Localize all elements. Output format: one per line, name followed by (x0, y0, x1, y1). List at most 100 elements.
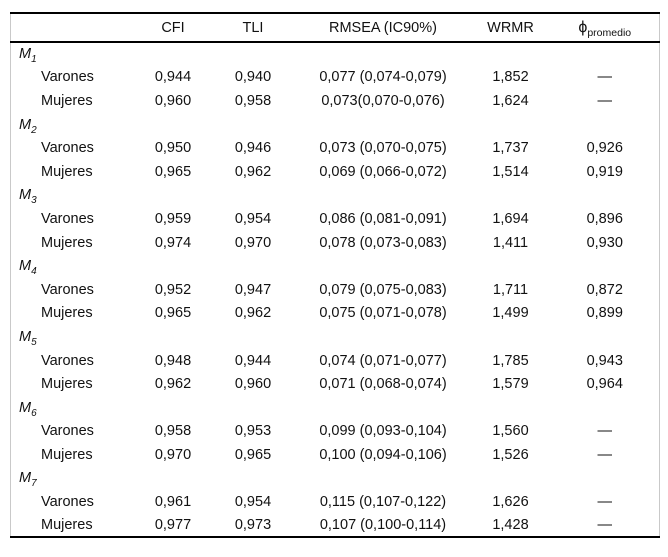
phi-value: 0,964 (586, 376, 623, 393)
data-row: Varones 0,952 0,947 0,079 (0,075-0,083) … (11, 278, 660, 302)
model-label: M7 (19, 470, 37, 490)
header-rmsea: RMSEA (IC90%) (295, 13, 471, 43)
data-row: Mujeres 0,974 0,970 0,078 (0,073-0,083) … (11, 231, 660, 255)
header-wrmr: WRMR (470, 13, 551, 43)
rmsea-value: 0,073 (0,070-0,075) (319, 140, 447, 157)
wrmr-value: 1,624 (492, 92, 529, 109)
row-label: Mujeres (41, 163, 93, 180)
rmsea-value: 0,073(0,070-0,076) (321, 92, 445, 109)
tli-value: 0,958 (234, 92, 272, 109)
row-label: Mujeres (41, 234, 93, 251)
phi-value: — (597, 423, 613, 440)
data-row: Mujeres 0,977 0,973 0,107 (0,100-0,114) … (11, 514, 660, 538)
phi-value: 0,919 (586, 163, 623, 180)
wrmr-value: 1,737 (492, 140, 529, 157)
cfi-value: 0,960 (154, 92, 192, 109)
model-label: M4 (19, 258, 37, 278)
fit-indices-table: CFI TLI RMSEA (IC90%) WRMR ϕpromedio M1 … (10, 12, 660, 539)
tli-value: 0,954 (234, 210, 272, 227)
row-label: Varones (41, 494, 94, 511)
wrmr-value: 1,852 (492, 69, 529, 86)
row-label: Varones (41, 281, 94, 298)
tli-value: 0,944 (234, 352, 272, 369)
wrmr-value: 1,785 (492, 352, 529, 369)
rmsea-value: 0,069 (0,066-0,072) (319, 163, 447, 180)
tli-value: 0,965 (234, 446, 272, 463)
header-label (10, 13, 136, 43)
row-label: Mujeres (41, 305, 93, 322)
wrmr-value: 1,560 (492, 423, 529, 440)
cfi-value: 0,965 (154, 163, 192, 180)
model-row: M5 (11, 325, 660, 349)
header-cfi: CFI (135, 13, 211, 43)
phi-value: 0,896 (586, 210, 623, 227)
tli-value: 0,960 (234, 376, 272, 393)
model-label: M2 (19, 116, 37, 136)
phi-value: 0,899 (586, 305, 623, 322)
cfi-value: 0,958 (154, 423, 192, 440)
data-row: Varones 0,944 0,940 0,077 (0,074-0,079) … (11, 66, 660, 90)
row-label: Mujeres (41, 92, 93, 109)
model-row: M2 (11, 113, 660, 137)
cfi-value: 0,961 (154, 494, 192, 511)
wrmr-value: 1,428 (492, 517, 529, 534)
cfi-value: 0,944 (154, 69, 192, 86)
phi-subscript: promedio (587, 26, 632, 39)
rmsea-value: 0,075 (0,071-0,078) (319, 305, 447, 322)
model-row: M6 (11, 396, 660, 420)
phi-value: — (597, 69, 613, 86)
model-label: M5 (19, 328, 37, 348)
tli-value: 0,970 (234, 234, 272, 251)
wrmr-value: 1,411 (492, 234, 529, 251)
model-label: M6 (19, 399, 37, 419)
row-label: Mujeres (41, 376, 93, 393)
data-row: Varones 0,948 0,944 0,074 (0,071-0,077) … (11, 349, 660, 373)
phi-value: 0,872 (586, 281, 623, 298)
wrmr-value: 1,499 (492, 305, 529, 322)
row-label: Varones (41, 210, 94, 227)
tli-value: 0,947 (234, 281, 272, 298)
tli-value: 0,962 (234, 305, 272, 322)
wrmr-value: 1,626 (492, 494, 529, 511)
phi-value: 0,926 (586, 140, 623, 157)
row-label: Varones (41, 423, 94, 440)
tli-value: 0,973 (234, 517, 272, 534)
cfi-value: 0,959 (154, 210, 192, 227)
tli-value: 0,954 (234, 494, 272, 511)
rmsea-value: 0,099 (0,093-0,104) (319, 423, 447, 440)
wrmr-value: 1,694 (492, 210, 529, 227)
data-row: Mujeres 0,965 0,962 0,075 (0,071-0,078) … (11, 302, 660, 326)
phi-value: — (597, 446, 613, 463)
data-row: Mujeres 0,962 0,960 0,071 (0,068-0,074) … (11, 372, 660, 396)
wrmr-value: 1,514 (492, 163, 529, 180)
row-label: Mujeres (41, 517, 93, 534)
header-tli: TLI (210, 13, 296, 43)
phi-value: 0,930 (586, 234, 623, 251)
row-label: Varones (41, 140, 94, 157)
phi-value: — (597, 494, 613, 511)
header-phi: ϕpromedio (550, 13, 660, 43)
model-row: M3 (11, 184, 660, 208)
header-row: CFI TLI RMSEA (IC90%) WRMR ϕpromedio (10, 13, 660, 43)
cfi-value: 0,950 (154, 140, 192, 157)
cfi-value: 0,970 (154, 446, 192, 463)
data-row: Mujeres 0,965 0,962 0,069 (0,066-0,072) … (11, 160, 660, 184)
wrmr-value: 1,526 (492, 446, 529, 463)
phi-symbol: ϕ (578, 18, 588, 36)
tli-value: 0,953 (234, 423, 272, 440)
model-row: M1 (11, 42, 660, 66)
rmsea-value: 0,077 (0,074-0,079) (319, 69, 447, 86)
tli-value: 0,962 (234, 163, 272, 180)
phi-value: — (597, 517, 613, 534)
model-label: M3 (19, 187, 37, 207)
cfi-value: 0,952 (154, 281, 192, 298)
cfi-value: 0,948 (154, 352, 192, 369)
model-label: M1 (19, 46, 37, 66)
data-row: Varones 0,958 0,953 0,099 (0,093-0,104) … (11, 420, 660, 444)
wrmr-value: 1,579 (492, 376, 529, 393)
rmsea-value: 0,074 (0,071-0,077) (319, 352, 447, 369)
row-label: Mujeres (41, 446, 93, 463)
rmsea-value: 0,071 (0,068-0,074) (319, 376, 447, 393)
phi-value: — (597, 92, 613, 109)
cfi-value: 0,962 (154, 376, 192, 393)
